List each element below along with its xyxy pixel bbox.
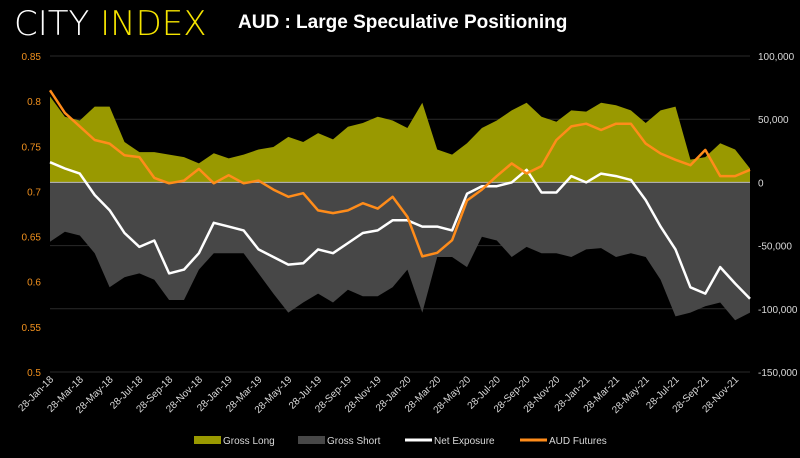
legend-label-gross-long: Gross Long xyxy=(223,436,275,447)
left-tick-label: 0.55 xyxy=(22,323,42,334)
logo-index: INDEX xyxy=(100,4,207,44)
legend-swatch-gross-long xyxy=(194,436,221,444)
left-axis: 0.85 0.8 0.75 0.7 0.65 0.6 0.55 0.5 xyxy=(22,52,42,379)
right-tick-label: 0 xyxy=(758,178,764,189)
left-tick-label: 0.85 xyxy=(22,52,42,63)
series-gross-long-area xyxy=(50,96,750,183)
right-tick-label: -100,000 xyxy=(758,305,798,316)
left-tick-label: 0.6 xyxy=(27,278,41,289)
lines xyxy=(48,89,751,300)
right-axis: 100,000 50,000 0 -50,000 -100,000 -150,000 xyxy=(758,52,798,379)
legend-label-net-exposure: Net Exposure xyxy=(434,436,495,447)
left-tick-label: 0.65 xyxy=(22,233,42,244)
city-index-logo: CITY INDEX xyxy=(14,4,207,44)
series-net-exposure-line xyxy=(49,161,751,300)
right-tick-label: 100,000 xyxy=(758,52,795,63)
series-aud-futures-line xyxy=(48,89,751,258)
legend: Gross Long Gross Short Net Exposure AUD … xyxy=(194,436,607,447)
left-tick-label: 0.75 xyxy=(22,142,42,153)
legend-label-gross-short: Gross Short xyxy=(327,436,381,447)
chart-title: AUD : Large Speculative Positioning xyxy=(238,12,568,33)
series-gross-short-area xyxy=(50,182,750,321)
left-tick-label: 0.7 xyxy=(27,187,41,198)
right-tick-label: -150,000 xyxy=(758,368,798,379)
right-tick-label: -50,000 xyxy=(758,242,792,253)
x-axis: 28-Jan-1828-Mar-1828-May-1828-Jul-1828-S… xyxy=(17,374,742,416)
left-tick-label: 0.5 xyxy=(27,368,41,379)
legend-label-aud-futures: AUD Futures xyxy=(549,436,607,447)
right-tick-label: 50,000 xyxy=(758,115,789,126)
legend-swatch-gross-short xyxy=(298,436,325,444)
left-tick-label: 0.8 xyxy=(27,97,41,108)
logo-city: CITY xyxy=(14,4,90,44)
